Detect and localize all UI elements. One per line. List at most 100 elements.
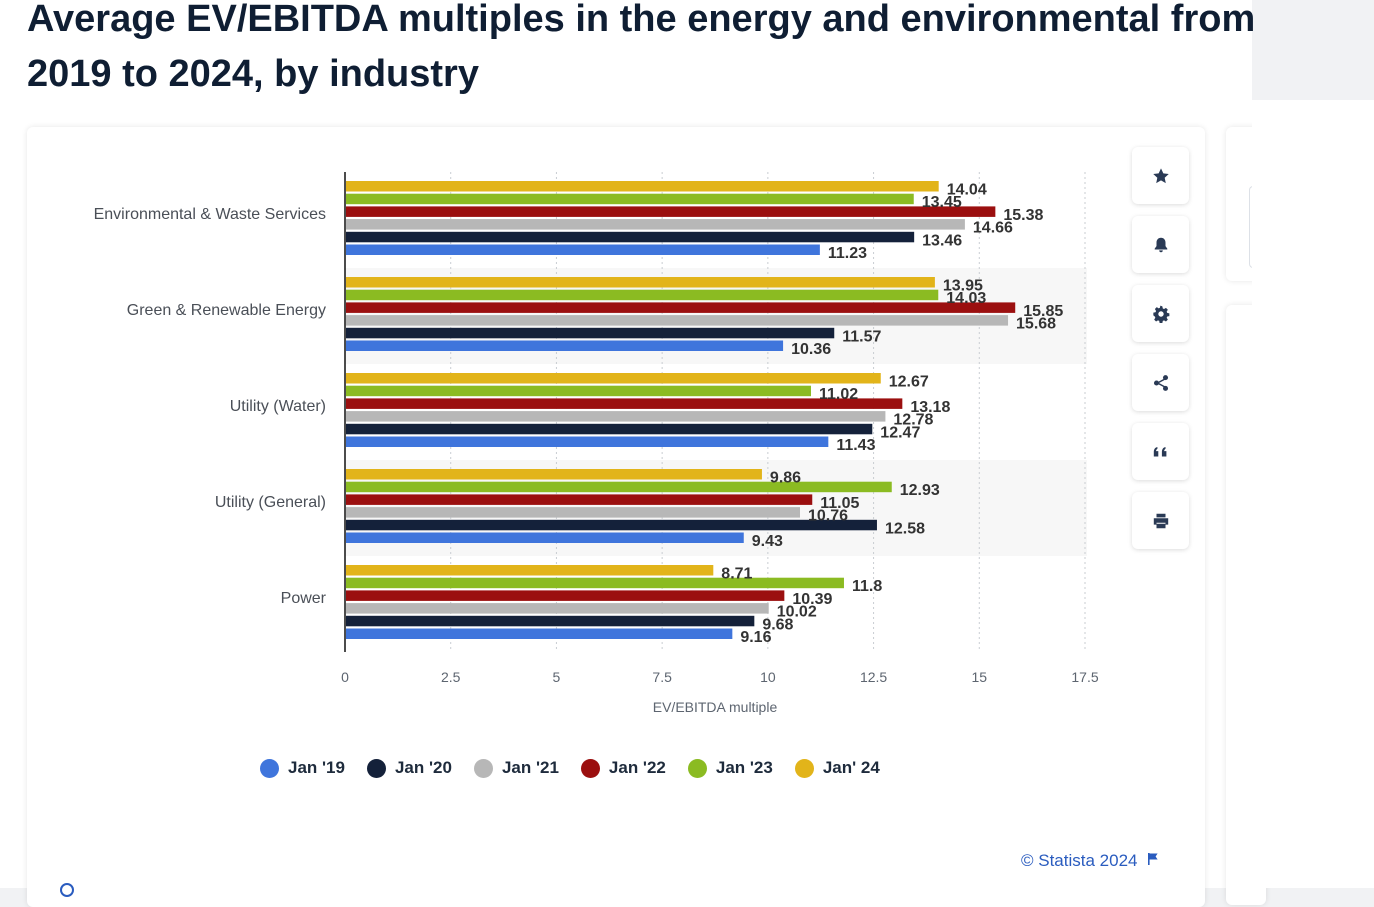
bar[interactable] <box>346 373 881 384</box>
bar[interactable] <box>346 577 844 589</box>
legend-marker <box>260 758 279 778</box>
bar[interactable] <box>346 481 892 493</box>
chart-tick-labels: 0 2.5 5 7.5 10 12.5 15 17.5 <box>341 669 1099 685</box>
bar[interactable] <box>346 494 813 505</box>
bar-value-label: 12.58 <box>885 520 925 537</box>
bar-value-label: 12.67 <box>889 374 929 391</box>
legend-item[interactable]: Jan '19 <box>260 758 345 778</box>
bar[interactable] <box>346 340 784 352</box>
x-tick-label: 0 <box>341 669 349 685</box>
category-label: Utility (Water) <box>230 398 326 415</box>
x-tick-label: 10 <box>760 669 776 685</box>
bar[interactable] <box>346 302 1016 313</box>
bar-value-label: 11.23 <box>828 245 867 262</box>
legend-marker <box>473 758 493 778</box>
printer-icon <box>1152 512 1170 530</box>
cite-button[interactable] <box>1132 423 1189 480</box>
legend-marker <box>794 758 814 778</box>
settings-button[interactable] <box>1132 285 1189 342</box>
credit-text: © Statista 2024 <box>1021 851 1138 870</box>
bar[interactable] <box>346 327 835 339</box>
legend-item[interactable]: Jan '20 <box>366 758 452 778</box>
bar-value-label: 13.45 <box>922 194 962 211</box>
bar-value-label: 10.76 <box>808 508 848 525</box>
bar-value-label: 11.57 <box>842 328 881 345</box>
bar[interactable] <box>346 436 829 448</box>
bar-value-label: 15.68 <box>1016 316 1056 333</box>
statista-credit[interactable]: © Statista 2024 <box>1021 851 1160 871</box>
notification-button[interactable] <box>1132 216 1189 273</box>
bar[interactable] <box>346 628 733 640</box>
x-tick-label: 15 <box>971 669 987 685</box>
bar[interactable] <box>346 206 996 217</box>
bar[interactable] <box>346 231 915 243</box>
bar-value-label: 10.02 <box>777 604 817 621</box>
bar-value-label: 13.18 <box>910 399 950 416</box>
x-tick-label: 2.5 <box>441 669 461 685</box>
bar[interactable] <box>346 219 965 230</box>
bar-value-label: 9.16 <box>740 629 771 646</box>
category-label: Utility (General) <box>215 494 326 511</box>
bar-value-label: 9.43 <box>752 533 783 550</box>
bar-value-label: 15.85 <box>1023 303 1063 320</box>
quote-icon <box>1152 443 1170 461</box>
bar-value-label: 14.04 <box>947 182 987 199</box>
info-icon[interactable] <box>60 883 74 897</box>
bar[interactable] <box>346 193 914 205</box>
legend-label: Jan '19 <box>288 758 345 777</box>
bar[interactable] <box>346 469 762 480</box>
bar-value-label: 11.05 <box>820 495 859 512</box>
gear-icon <box>1152 305 1170 323</box>
print-button[interactable] <box>1132 492 1189 549</box>
bar[interactable] <box>346 603 769 614</box>
category-label: Green & Renewable Energy <box>127 302 326 319</box>
bar[interactable] <box>346 398 903 409</box>
bar-value-label: 9.68 <box>762 616 793 633</box>
page-title: Average EV/EBITDA multiples in the energ… <box>27 0 1256 95</box>
flag-icon <box>1146 851 1160 871</box>
bar[interactable] <box>346 423 873 435</box>
legend-label: Jan '22 <box>608 758 666 777</box>
bar-value-label: 9.86 <box>770 470 801 487</box>
bar-value-label: 14.03 <box>946 290 986 307</box>
bar-value-label: 10.36 <box>791 341 831 358</box>
share-button[interactable] <box>1132 354 1189 411</box>
bar[interactable] <box>346 565 714 576</box>
chart-bars <box>346 181 1016 640</box>
bar[interactable] <box>346 532 744 544</box>
x-tick-label: 7.5 <box>652 669 672 685</box>
bar[interactable] <box>346 277 935 288</box>
bar[interactable] <box>346 315 1009 326</box>
star-icon <box>1152 167 1170 185</box>
x-tick-label: 5 <box>553 669 561 685</box>
bar-value-label: 8.71 <box>721 566 752 583</box>
bar[interactable] <box>346 411 886 422</box>
bar[interactable] <box>346 244 820 256</box>
x-tick-label: 12.5 <box>860 669 887 685</box>
bar-value-label: 12.78 <box>893 412 933 429</box>
legend-label: Jan '21 <box>501 758 559 777</box>
favorite-button[interactable] <box>1132 147 1189 204</box>
legend-item[interactable]: Jan' 24 <box>794 758 880 778</box>
bar[interactable] <box>346 507 800 518</box>
legend-item[interactable]: Jan '22 <box>580 758 666 778</box>
legend-item[interactable]: Jan '23 <box>687 758 773 778</box>
bar[interactable] <box>346 181 939 192</box>
share-icon <box>1152 374 1170 392</box>
x-tick-label: 17.5 <box>1071 669 1098 685</box>
x-axis-title: EV/EBITDA multiple <box>653 699 778 715</box>
bar[interactable] <box>346 385 811 397</box>
bar[interactable] <box>346 590 785 601</box>
legend-label: Jan '23 <box>715 758 773 777</box>
bar[interactable] <box>346 289 939 301</box>
bar-value-label: 11.02 <box>819 386 858 403</box>
bar[interactable] <box>346 519 877 531</box>
legend-label: Jan '20 <box>394 758 452 777</box>
category-label: Environmental & Waste Services <box>94 206 326 223</box>
chart-category-labels: Environmental & Waste Services Green & Re… <box>94 206 327 607</box>
legend-item[interactable]: Jan '21 <box>473 758 559 778</box>
bar-value-label: 14.66 <box>973 220 1013 237</box>
bar[interactable] <box>346 615 755 627</box>
